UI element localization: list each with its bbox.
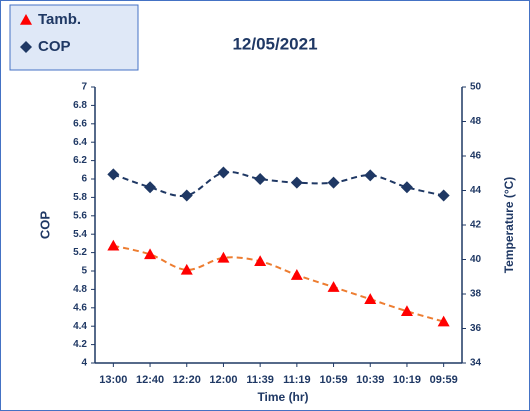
- y-tick-label: 4: [81, 358, 87, 369]
- y2-tick-label: 34: [470, 358, 482, 369]
- marker: [254, 173, 267, 185]
- marker: [144, 181, 157, 194]
- y-tick-label: 4.6: [73, 302, 87, 313]
- y-tick-label: 5.4: [73, 229, 87, 240]
- y2-tick-label: 50: [470, 82, 482, 93]
- x-axis-title: Time (hr): [257, 390, 308, 404]
- marker: [217, 166, 230, 179]
- legend-label: Tamb.: [38, 11, 81, 28]
- y-tick-label: 5.8: [73, 192, 87, 203]
- y-tick-label: 7: [81, 82, 87, 93]
- y-axis-title: COP: [37, 211, 52, 240]
- y2-axis-title: Temperature (°C): [502, 177, 516, 274]
- marker: [327, 176, 340, 189]
- marker: [327, 281, 340, 292]
- marker: [107, 168, 120, 181]
- y2-tick-label: 48: [470, 116, 482, 127]
- marker: [364, 169, 377, 182]
- marker: [290, 269, 303, 280]
- x-tick-label: 12:20: [173, 374, 201, 386]
- marker: [217, 251, 230, 263]
- marker: [254, 255, 267, 267]
- y2-tick-label: 40: [470, 254, 482, 265]
- y2-tick-label: 42: [470, 220, 482, 231]
- legend-marker: [20, 14, 32, 25]
- marker: [400, 305, 413, 317]
- x-tick-label: 13:00: [99, 374, 127, 386]
- marker: [180, 263, 193, 275]
- marker: [107, 239, 120, 251]
- marker: [290, 176, 303, 189]
- marker: [364, 293, 377, 304]
- y2-tick-label: 36: [470, 323, 482, 334]
- chart-title: 12/05/2021: [232, 34, 317, 53]
- legend-box: [9, 4, 139, 71]
- x-tick-label: 12:40: [136, 374, 164, 386]
- x-tick-label: 10:39: [356, 374, 384, 386]
- y-tick-label: 4.2: [73, 339, 87, 350]
- legend-marker: [20, 41, 32, 53]
- marker: [400, 181, 413, 194]
- marker: [437, 189, 450, 202]
- y-tick-label: 6.4: [73, 137, 87, 148]
- legend-label: COP: [38, 38, 71, 55]
- y-tick-label: 4.4: [73, 321, 87, 332]
- marker: [180, 189, 193, 202]
- y2-tick-label: 38: [470, 289, 482, 300]
- y-tick-label: 4.8: [73, 284, 87, 295]
- trend-line: [113, 244, 444, 323]
- y-tick-label: 6.2: [73, 155, 87, 166]
- x-tick-label: 11:39: [246, 374, 274, 386]
- y-tick-label: 6: [81, 174, 87, 185]
- x-tick-label: 10:59: [319, 374, 347, 386]
- y-tick-label: 5: [81, 266, 87, 277]
- y2-tick-label: 46: [470, 151, 482, 162]
- y-tick-label: 6.6: [73, 118, 87, 129]
- marker: [144, 248, 157, 260]
- marker: [437, 315, 450, 327]
- x-tick-label: 12:00: [209, 374, 237, 386]
- x-tick-label: 11:19: [283, 374, 311, 386]
- y-tick-label: 6.8: [73, 100, 87, 111]
- y-tick-label: 5.6: [73, 210, 87, 221]
- y2-tick-label: 44: [470, 185, 482, 196]
- x-tick-label: 09:59: [430, 374, 458, 386]
- y-tick-label: 5.2: [73, 247, 87, 258]
- x-tick-label: 10:19: [393, 374, 421, 386]
